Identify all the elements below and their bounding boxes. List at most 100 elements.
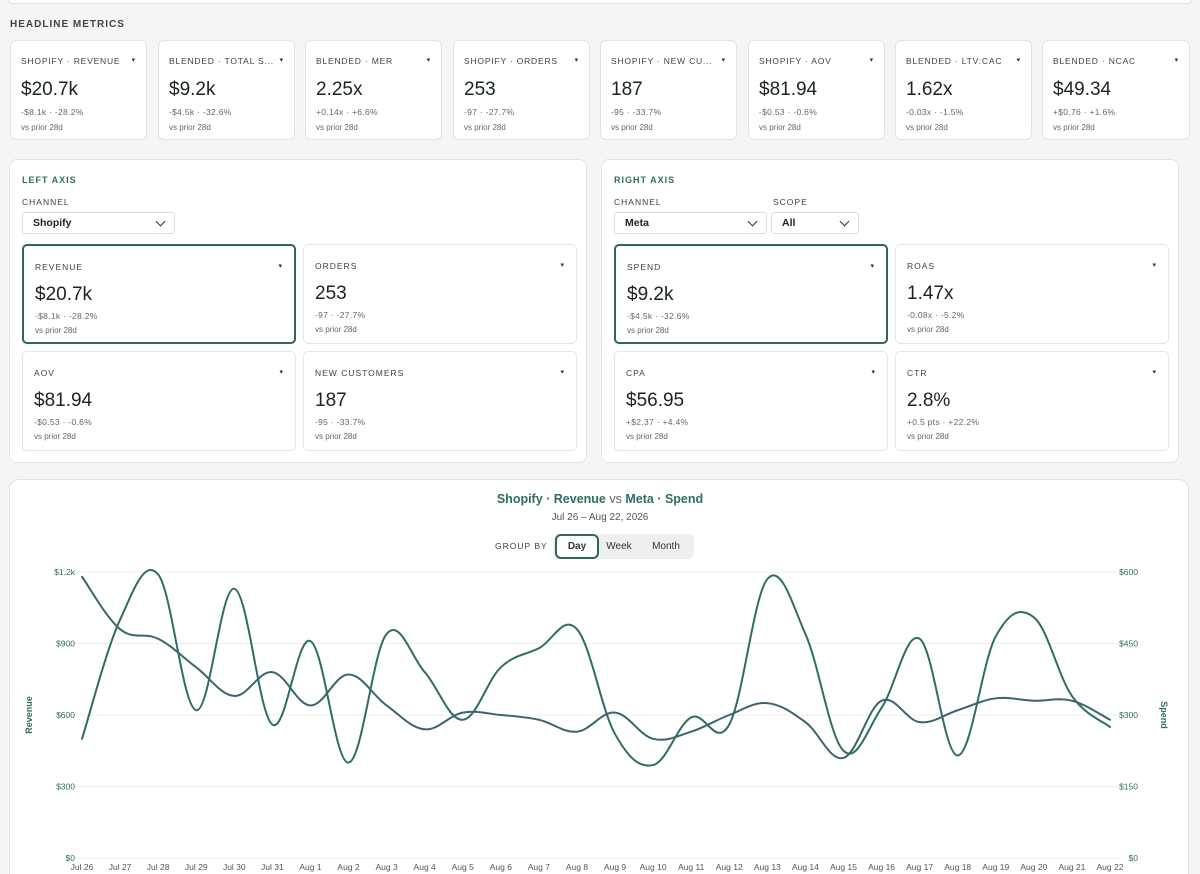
dropdown-caret-icon[interactable]: ▾ — [870, 263, 875, 270]
x-tick-label: Aug 6 — [490, 862, 512, 872]
y-tick-label: $600 — [56, 710, 75, 720]
x-tick-label: Aug 1 — [299, 862, 321, 872]
x-tick-label: Aug 4 — [414, 862, 436, 872]
dropdown-caret-icon[interactable]: ▾ — [560, 369, 565, 376]
dropdown-caret-icon[interactable]: ▾ — [574, 57, 579, 64]
metric-value: 1.62x — [906, 79, 953, 100]
right-axis-metric-card[interactable]: ROAS ▾ 1.47x -0.08x · -5.2% vs prior 28d — [895, 244, 1169, 344]
metric-comparison: vs prior 28d — [316, 123, 358, 132]
y-axis-label: Revenue — [24, 696, 34, 734]
left-axis-metric-card[interactable]: ORDERS ▾ 253 -97 · -27.7% vs prior 28d — [303, 244, 577, 344]
dropdown-caret-icon[interactable]: ▾ — [426, 57, 431, 64]
metric-value: 2.8% — [907, 390, 951, 411]
y2-tick-label: $0 — [1129, 853, 1139, 863]
spend-series-line — [81, 575, 1111, 759]
left-channel-select[interactable]: Shopify — [22, 212, 175, 234]
dropdown-caret-icon[interactable]: ▾ — [1174, 57, 1179, 64]
right-axis-metric-card[interactable]: SPEND ▾ $9.2k -$4.5k · -32.6% vs prior 28d — [614, 244, 888, 344]
x-tick-label: Aug 21 — [1058, 862, 1085, 872]
dropdown-caret-icon[interactable]: ▾ — [1152, 369, 1157, 376]
dropdown-caret-icon[interactable]: ▾ — [279, 369, 284, 376]
x-tick-label: Jul 31 — [261, 862, 284, 872]
metric-label: AOV — [34, 368, 55, 378]
x-tick-label: Jul 28 — [147, 862, 170, 872]
left-channel-label: CHANNEL — [22, 197, 70, 207]
metric-comparison: vs prior 28d — [169, 123, 211, 132]
group-by-week-button[interactable]: Week — [606, 541, 632, 552]
metric-header: BLENDED · NCAC ▾ — [1053, 56, 1179, 66]
left-axis-panel: LEFT AXIS CHANNEL Shopify REVENUE ▾ $20.7k… — [9, 159, 587, 463]
headline-metric-card[interactable]: SHOPIFY · NEW CU... ▾ 187 -95 · -33.7% vs pr… — [600, 40, 737, 140]
group-by-day-button[interactable]: Day — [555, 534, 599, 559]
metric-value: $81.94 — [34, 390, 93, 411]
metric-comparison: vs prior 28d — [907, 325, 949, 334]
metric-header: ORDERS ▾ — [315, 261, 565, 271]
metric-comparison: vs prior 28d — [35, 326, 77, 335]
metric-delta: +0.5 pts · +22.2% — [907, 417, 980, 427]
x-tick-label: Aug 11 — [678, 862, 705, 872]
left-axis-metric-card[interactable]: NEW CUSTOMERS ▾ 187 -95 · -33.7% vs prior 28… — [303, 351, 577, 451]
dropdown-caret-icon[interactable]: ▾ — [131, 57, 136, 64]
scope-select[interactable]: All — [771, 212, 859, 234]
metric-delta: -$0.53 · -0.6% — [759, 107, 818, 117]
headline-metric-card[interactable]: SHOPIFY · AOV ▾ $81.94 -$0.53 · -0.6% vs pri… — [748, 40, 885, 140]
metric-comparison: vs prior 28d — [759, 123, 801, 132]
scope-label: SCOPE — [773, 197, 808, 207]
y2-axis-label: Spend — [1159, 701, 1169, 729]
left-axis-metric-card[interactable]: AOV ▾ $81.94 -$0.53 · -0.6% vs prior 28d — [22, 351, 296, 451]
metric-comparison: vs prior 28d — [464, 123, 506, 132]
metric-comparison: vs prior 28d — [34, 432, 76, 441]
dropdown-caret-icon[interactable]: ▾ — [278, 263, 283, 270]
metric-header: CTR ▾ — [907, 368, 1157, 378]
x-tick-label: Aug 16 — [868, 862, 895, 872]
group-by-month-button[interactable]: Month — [652, 541, 680, 552]
x-tick-label: Aug 7 — [528, 862, 550, 872]
metric-label: CTR — [907, 368, 928, 378]
right-axis-metric-card[interactable]: CPA ▾ $56.95 +$2.37 · +4.4% vs prior 28d — [614, 351, 888, 451]
right-axis-metric-card[interactable]: CTR ▾ 2.8% +0.5 pts · +22.2% vs prior 28d — [895, 351, 1169, 451]
metric-value: $20.7k — [35, 284, 93, 305]
metric-label: NEW CUSTOMERS — [315, 368, 405, 378]
group-by-segmented-control: Day Week Month — [553, 534, 694, 559]
metric-value: 1.47x — [907, 283, 954, 304]
dropdown-caret-icon[interactable]: ▾ — [871, 369, 876, 376]
headline-metric-card[interactable]: SHOPIFY · REVENUE ▾ $20.7k -$8.1k · -28.2% v… — [10, 40, 147, 140]
metric-comparison: vs prior 28d — [315, 432, 357, 441]
metric-header: SPEND ▾ — [627, 262, 875, 272]
metric-comparison: vs prior 28d — [21, 123, 63, 132]
metric-header: REVENUE ▾ — [35, 262, 283, 272]
headline-metric-card[interactable]: BLENDED · TOTAL S... ▾ $9.2k -$4.5k · -32.6… — [158, 40, 295, 140]
metric-comparison: vs prior 28d — [1053, 123, 1095, 132]
x-tick-label: Aug 13 — [754, 862, 781, 872]
dropdown-caret-icon[interactable]: ▾ — [560, 262, 565, 269]
dropdown-caret-icon[interactable]: ▾ — [1016, 57, 1021, 64]
metric-value: $81.94 — [759, 79, 818, 100]
right-axis-title: RIGHT AXIS — [614, 175, 676, 185]
y2-tick-label: $450 — [1119, 639, 1138, 649]
dropdown-caret-icon[interactable]: ▾ — [869, 57, 874, 64]
metric-delta: +$2.37 · +4.4% — [626, 417, 689, 427]
metric-delta: -$8.1k · -28.2% — [21, 107, 84, 117]
dropdown-caret-icon[interactable]: ▾ — [1152, 262, 1157, 269]
headline-metric-card[interactable]: BLENDED · NCAC ▾ $49.34 +$0.76 · +1.6% vs pr… — [1042, 40, 1190, 140]
x-tick-label: Jul 26 — [71, 862, 94, 872]
right-axis-panel: RIGHT AXIS CHANNEL Meta SCOPE All SPEND ▾… — [601, 159, 1179, 463]
headline-metric-card[interactable]: BLENDED · LTV:CAC ▾ 1.62x -0.03x · -1.5% vs … — [895, 40, 1032, 140]
metric-header: BLENDED · TOTAL S... ▾ — [169, 56, 284, 66]
headline-metric-card[interactable]: SHOPIFY · ORDERS ▾ 253 -97 · -27.7% vs prior… — [453, 40, 590, 140]
dropdown-caret-icon[interactable]: ▾ — [721, 57, 726, 64]
x-tick-label: Jul 29 — [185, 862, 208, 872]
x-tick-label: Aug 9 — [604, 862, 626, 872]
metric-value: $9.2k — [169, 79, 216, 100]
metric-value: $20.7k — [21, 79, 79, 100]
dropdown-caret-icon[interactable]: ▾ — [279, 57, 284, 64]
headline-metric-card[interactable]: BLENDED · MER ▾ 2.25x +0.14x · +6.6% vs prio… — [305, 40, 442, 140]
left-axis-metric-card[interactable]: REVENUE ▾ $20.7k -$8.1k · -28.2% vs prior 28… — [22, 244, 296, 344]
metric-delta: -$4.5k · -32.6% — [169, 107, 232, 117]
metric-delta: -$8.1k · -28.2% — [35, 311, 98, 321]
right-channel-select[interactable]: Meta — [614, 212, 767, 234]
metric-comparison: vs prior 28d — [627, 326, 669, 335]
metric-value: $56.95 — [626, 390, 685, 411]
x-tick-label: Aug 12 — [716, 862, 743, 872]
